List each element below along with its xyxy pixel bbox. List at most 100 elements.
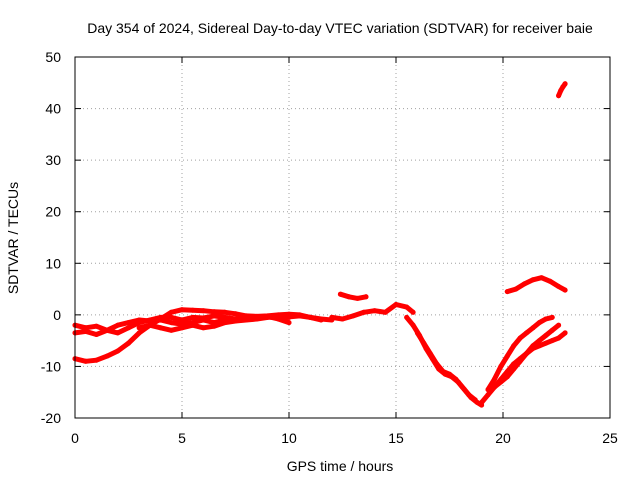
- data-point: [511, 366, 517, 372]
- data-point: [549, 327, 555, 333]
- y-tick-label: 30: [45, 152, 61, 168]
- data-point: [147, 322, 153, 328]
- plot-frame: [74, 56, 611, 419]
- data-point: [233, 318, 238, 324]
- data-point: [543, 316, 549, 322]
- data-point: [179, 325, 185, 331]
- x-tick-label: 10: [281, 430, 297, 446]
- x-tick-label: 15: [388, 430, 404, 446]
- grid-lines: [75, 57, 610, 418]
- data-point: [265, 314, 271, 320]
- data-point: [329, 314, 335, 320]
- x-tick-label: 25: [602, 430, 618, 446]
- data-point: [447, 371, 452, 377]
- data-point: [158, 325, 164, 331]
- x-tick-label: 5: [178, 430, 186, 446]
- data-point: [222, 320, 228, 326]
- data-point: [222, 309, 228, 315]
- data-point: [83, 325, 89, 331]
- y-tick-label: 40: [45, 101, 61, 117]
- data-point: [513, 286, 519, 292]
- data-point: [466, 392, 472, 398]
- data-point: [479, 400, 485, 405]
- data-point: [404, 304, 410, 310]
- data-point: [243, 313, 249, 319]
- data-point: [179, 317, 185, 323]
- data-point: [562, 81, 568, 87]
- data-point: [543, 333, 549, 338]
- y-tick-label: 50: [45, 49, 61, 65]
- data-point: [136, 330, 142, 336]
- axis-ticks: 0 5 10 15 20 25 -20 -10 0 10 20 30 40 50: [41, 49, 618, 446]
- series-track: [414, 330, 478, 403]
- x-axis-label: GPS time / hours: [287, 458, 394, 474]
- data-point: [126, 340, 131, 346]
- data-point: [179, 307, 185, 313]
- y-axis-label: SDTVAR / TECUs: [5, 182, 21, 294]
- series-track-k: [491, 322, 562, 390]
- data-point: [355, 295, 360, 301]
- data-point: [427, 351, 433, 356]
- data-point: [126, 320, 131, 326]
- data-point: [504, 353, 510, 359]
- series-track-f: [329, 302, 416, 322]
- data-point: [254, 316, 260, 322]
- data-point: [530, 325, 536, 331]
- data-point: [421, 340, 427, 346]
- data-point: [361, 309, 367, 315]
- data-point: [524, 351, 529, 356]
- series-track-i: [479, 330, 568, 405]
- data-point: [372, 308, 378, 314]
- data-point: [318, 317, 324, 323]
- data-point: [93, 332, 99, 337]
- chart-title: Day 354 of 2024, Sidereal Day-to-day VTE…: [87, 20, 593, 36]
- data-point: [200, 308, 206, 314]
- y-tick-label: -20: [41, 410, 61, 426]
- data-point: [190, 314, 196, 320]
- data-point: [549, 314, 555, 320]
- data-point: [307, 314, 313, 320]
- data-point: [530, 343, 536, 349]
- data-point: [539, 275, 544, 281]
- data-point: [440, 369, 446, 375]
- data-point: [556, 284, 562, 289]
- data-point: [536, 320, 542, 326]
- data-point: [83, 358, 89, 364]
- data-point: [549, 338, 555, 344]
- data-point: [83, 328, 89, 334]
- data-point: [472, 397, 478, 403]
- data-point: [346, 294, 352, 300]
- data-point: [485, 392, 491, 398]
- data-point: [115, 330, 121, 336]
- data-point: [168, 309, 174, 315]
- series-track: [479, 330, 568, 405]
- data-point: [524, 330, 529, 336]
- data-point: [410, 309, 416, 315]
- series-track: [337, 291, 369, 301]
- data-point: [543, 340, 549, 346]
- series-track-e: [337, 291, 369, 301]
- data-point: [200, 315, 206, 321]
- data-point: [337, 291, 343, 297]
- data-point: [498, 379, 504, 385]
- data-point: [410, 322, 416, 328]
- x-tick-label: 0: [71, 430, 79, 446]
- data-point: [168, 320, 174, 326]
- data-point: [147, 317, 153, 323]
- data-point: [530, 277, 536, 283]
- data-series: [72, 81, 568, 408]
- data-point: [536, 338, 542, 344]
- data-point: [104, 353, 110, 359]
- data-point: [190, 322, 196, 328]
- data-point: [382, 309, 388, 315]
- data-point: [115, 322, 121, 328]
- x-tick-label: 20: [495, 430, 511, 446]
- data-point: [521, 281, 527, 287]
- y-tick-label: 20: [45, 204, 61, 220]
- data-point: [363, 294, 369, 300]
- data-point: [211, 309, 217, 315]
- series-track-l: [504, 275, 568, 295]
- data-point: [517, 335, 523, 341]
- data-point: [434, 361, 440, 367]
- data-point: [414, 330, 420, 336]
